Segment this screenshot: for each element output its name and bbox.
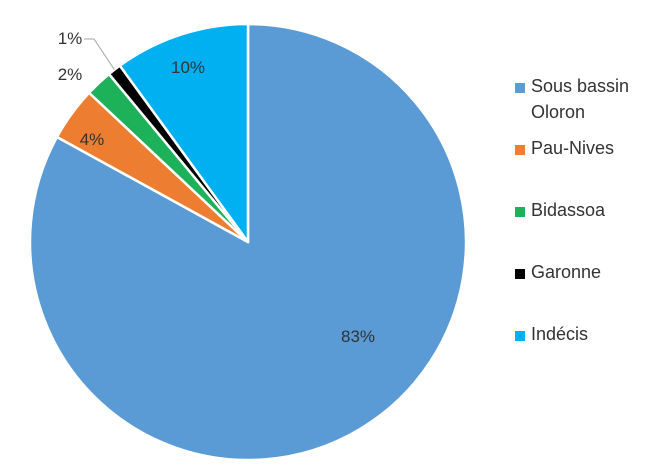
legend-item-bidassoa: Bidassoa [515,200,606,220]
data-labels: 83% 4% 2% 1% 10% [58,29,375,346]
legend-swatch-sous-bassin-oloron [515,83,525,93]
leader-line-garonne [84,38,115,70]
legend-label-garonne: Garonne [531,262,601,282]
legend-item-sous-bassin-oloron: Sous bassin Oloron [515,76,629,122]
legend-swatch-garonne [515,269,525,279]
legend-label-bidassoa: Bidassoa [531,200,606,220]
data-label-indecis: 10% [171,58,205,77]
legend-swatch-pau-nives [515,145,525,155]
leader-lines [84,38,115,70]
legend-label-indecis: Indécis [531,324,588,344]
legend-swatch-bidassoa [515,207,525,217]
data-label-pau-nives: 4% [80,130,105,149]
legend-item-pau-nives: Pau-Nives [515,138,614,158]
legend-label-pau-nives: Pau-Nives [531,138,614,158]
legend-label-sous-bassin-oloron: Sous bassin Oloron [531,76,629,122]
legend: Sous bassin Oloron Pau-Nives Bidassoa Garonn… [515,76,629,344]
pie-slice-indecis [118,22,250,244]
data-label-sous-bassin-oloron: 83% [341,327,375,346]
legend-item-garonne: Garonne [515,262,601,282]
data-label-garonne: 1% [58,29,83,48]
pie-slices [28,22,468,462]
legend-swatch-indecis [515,331,525,341]
data-label-bidassoa: 2% [58,65,83,84]
legend-item-indecis: Indécis [515,324,588,344]
